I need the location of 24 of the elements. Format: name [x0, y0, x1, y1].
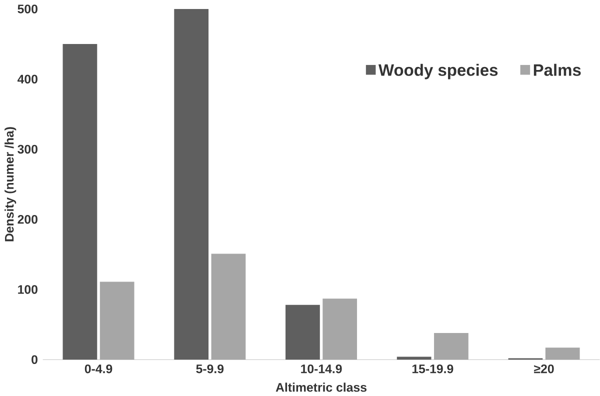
legend-label: Palms — [534, 64, 581, 76]
bar — [211, 254, 246, 360]
y-tick-label: 200 — [18, 214, 38, 224]
y-tick-label: 500 — [18, 4, 38, 14]
bar — [174, 8, 209, 360]
bar — [322, 298, 358, 360]
x-tick-label: 10-14.9 — [301, 364, 342, 374]
x-tick-label: ≥20 — [534, 364, 554, 374]
y-tick-label: 100 — [18, 284, 38, 294]
bar — [434, 332, 468, 360]
y-tick-label: 0 — [32, 355, 38, 364]
x-tick-label: 5-9.9 — [196, 364, 224, 374]
y-tick-label: 300 — [18, 144, 38, 154]
bar — [62, 44, 98, 360]
bar — [545, 348, 580, 360]
bar — [100, 282, 134, 360]
y-axis-title: Density (numer /ha) — [4, 126, 16, 242]
bar — [286, 304, 320, 360]
x-tick-label: 15-19.9 — [412, 364, 454, 374]
x-axis-title: Altimetric class — [276, 382, 366, 392]
y-tick-label: 400 — [18, 74, 38, 84]
x-tick-label: 0-4.9 — [84, 364, 112, 374]
bar — [396, 356, 432, 360]
legend-label: Woody species — [378, 64, 498, 80]
